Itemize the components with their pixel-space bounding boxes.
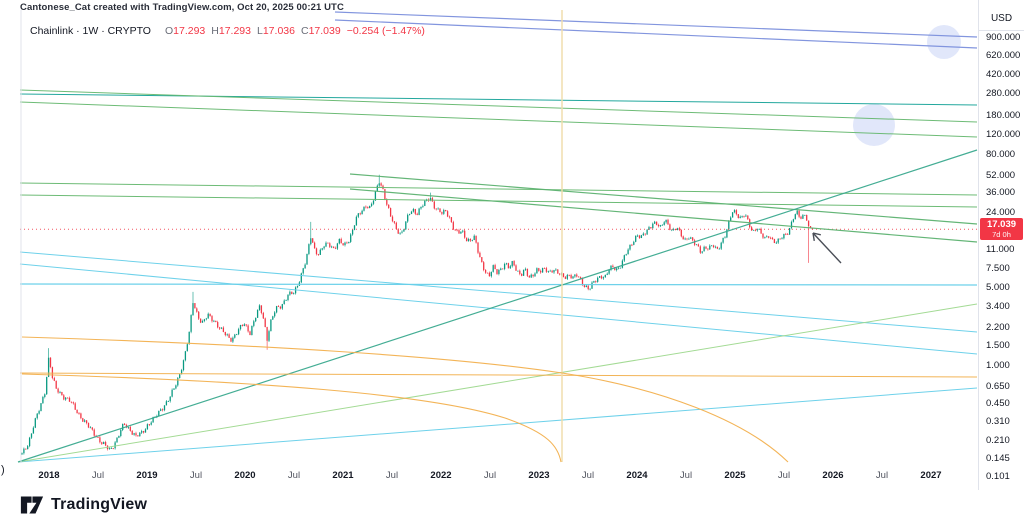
price-tick-label: 1.500 — [986, 340, 1010, 352]
time-tick-month: Jul — [875, 470, 889, 481]
price-tick-label: 0.650 — [986, 380, 1010, 392]
symbol-title: Chainlink · 1W · CRYPTO — [30, 25, 151, 37]
price-tick-label: 900.000 — [986, 32, 1021, 44]
price-tick-label: 11.000 — [986, 244, 1015, 256]
time-tick-month: Jul — [483, 470, 497, 481]
price-tick-label: 0.210 — [986, 435, 1010, 447]
price-tick-label: 0.450 — [986, 398, 1010, 410]
time-tick-year: 2019 — [136, 470, 158, 481]
time-tick-month: Jul — [581, 470, 595, 481]
price-tick-label: 0.101 — [986, 470, 1010, 482]
time-tick-month: Jul — [385, 470, 399, 481]
footer-bar: TradingView — [0, 490, 1024, 531]
price-tick-label: 5.000 — [986, 282, 1010, 294]
tradingview-logo-text: TradingView — [51, 496, 148, 513]
tradingview-logo-icon — [20, 496, 44, 514]
price-tick-label: 24.000 — [986, 206, 1016, 218]
time-tick-year: 2024 — [626, 470, 648, 481]
time-tick-year: 2018 — [38, 470, 60, 481]
time-tick-year: 2021 — [332, 470, 354, 481]
time-tick-month: Jul — [91, 470, 105, 481]
price-tick-label: 120.000 — [986, 129, 1021, 141]
time-tick-year: 2020 — [234, 470, 256, 481]
time-tick-year: 2027 — [920, 470, 942, 481]
time-tick-year: 2026 — [822, 470, 844, 481]
time-tick-year: 2022 — [430, 470, 452, 481]
price-tick-label: 180.000 — [986, 109, 1021, 121]
price-tick-label: 80.000 — [986, 148, 1016, 160]
corner-glyph: ) — [1, 464, 5, 476]
open-value: 17.293 — [173, 25, 206, 37]
time-tick-month: Jul — [679, 470, 693, 481]
time-tick-month: Jul — [777, 470, 791, 481]
low-label: L — [257, 25, 263, 37]
currency-label: USD — [979, 8, 1024, 31]
time-axis[interactable]: 2018 Jul 2019 Jul 2020 Jul 2021 Jul 2022 Jul 2023 J… — [0, 463, 978, 490]
bar-countdown: 7d 0h — [992, 230, 1011, 240]
time-tick-month: Jul — [287, 470, 301, 481]
high-label: H — [211, 25, 219, 37]
price-tick-label: 3.400 — [986, 301, 1010, 312]
close-label: C — [300, 25, 309, 37]
price-tick-label: 1.000 — [986, 360, 1010, 371]
time-tick-year: 2023 — [528, 470, 550, 481]
current-price-value: 17.039 — [986, 219, 1017, 231]
open-label: O — [164, 25, 174, 37]
current-price-label: 17.039 7d 0h — [980, 218, 1023, 241]
price-tick-label: 36.000 — [986, 187, 1016, 199]
high-value: 17.293 — [218, 25, 251, 37]
price-tick-label: 620.000 — [986, 50, 1021, 62]
time-tick-year: 2025 — [724, 470, 746, 481]
price-tick-label: 0.310 — [986, 416, 1010, 428]
price-tick-label: 7.500 — [986, 262, 1010, 274]
watermark: Cantonese_Cat created with TradingView.c… — [20, 2, 344, 13]
time-tick-month: Jul — [189, 470, 203, 481]
price-tick-label: 280.000 — [986, 88, 1021, 100]
tradingview-logo[interactable]: TradingView — [20, 495, 147, 515]
close-value: 17.039 — [308, 25, 341, 37]
symbol-legend[interactable]: Chainlink · 1W · CRYPTO O17.293 H17.293 L17… — [30, 25, 425, 37]
price-tick-label: 0.145 — [986, 453, 1010, 465]
change-value: −0.254 (−1.47%) — [346, 25, 425, 37]
price-axis[interactable]: USD 17.039 7d 0h 900.000 620.000 420.000 28… — [978, 0, 1024, 490]
price-tick-label: 420.000 — [986, 68, 1021, 80]
price-tick-label: 52.000 — [986, 169, 1016, 181]
price-tick-label: 2.200 — [986, 321, 1010, 333]
low-value: 17.036 — [262, 25, 295, 37]
